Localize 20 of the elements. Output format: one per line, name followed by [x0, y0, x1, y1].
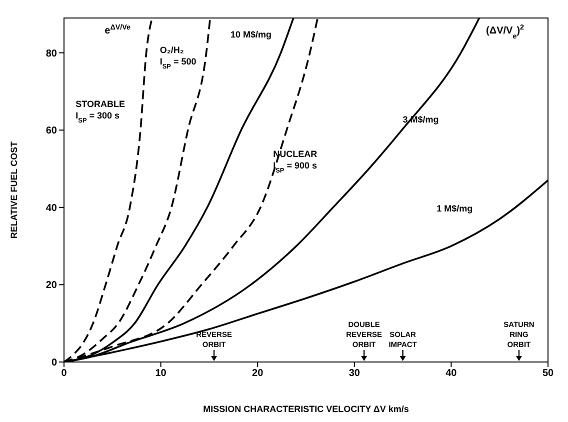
- text: 1 M$/mg: [436, 203, 473, 214]
- series-label: 3 M$/mg: [402, 114, 439, 124]
- y-axis-title: RELATIVE FUEL COST: [9, 140, 20, 239]
- y-tick-label: 40: [46, 202, 58, 214]
- y-tick-label: 60: [46, 126, 58, 137]
- x-tick-label: 40: [446, 368, 458, 380]
- y-tick-label: 20: [46, 280, 58, 292]
- series-label: 10 M$/mg: [230, 29, 272, 40]
- x-axis-title: MISSION CHARACTERISTIC VELOCITY ΔV km/s: [203, 404, 409, 414]
- annotation: e$^{ΔV/Ve}$: [104, 22, 131, 36]
- x-tick-label: 10: [155, 368, 167, 380]
- series-label: STORABLE I$_{SP}$ = 300 s: [76, 98, 125, 124]
- x-tick-label: 30: [348, 368, 360, 380]
- y-tick-label: 0: [51, 358, 58, 369]
- y-tick-label: 80: [46, 48, 58, 60]
- annotation: (ΔV/V$_{e}$)$^{2}$: [486, 22, 524, 40]
- series-label: O₂/H₂ I$_{SP}$ = 500: [160, 44, 196, 70]
- x-tick-label: 50: [542, 368, 554, 380]
- x-tick-label: 20: [252, 368, 264, 380]
- x-tick-label: 0: [61, 368, 68, 380]
